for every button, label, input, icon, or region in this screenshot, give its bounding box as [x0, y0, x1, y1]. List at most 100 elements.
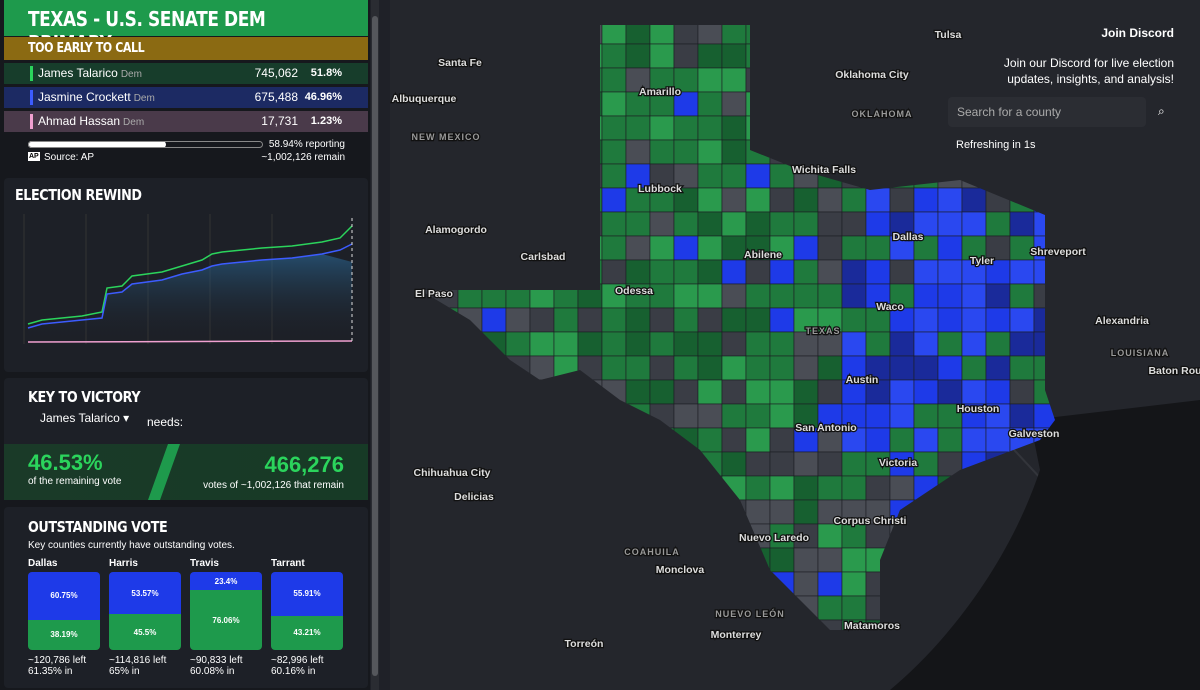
county	[721, 115, 747, 141]
city-label: Corpus Christi	[834, 515, 907, 527]
party: Dem	[120, 69, 142, 80]
candidate-name: Ahmad Hassan	[38, 114, 121, 128]
county	[697, 235, 723, 261]
city-label: Alamogordo	[425, 224, 487, 236]
county	[985, 355, 1011, 381]
county-blue: 60.75%	[28, 572, 100, 620]
county	[913, 259, 939, 285]
county	[625, 163, 651, 189]
county	[889, 379, 915, 405]
county	[649, 91, 675, 117]
county	[697, 187, 723, 213]
county	[745, 235, 771, 261]
county	[985, 403, 1011, 429]
county	[817, 331, 843, 357]
city-label: Monterrey	[711, 629, 762, 641]
search[interactable]: Search for a county	[948, 97, 1146, 127]
status: TOO EARLY TO CALL	[28, 41, 145, 56]
reporting-bar	[28, 141, 166, 148]
county	[721, 283, 747, 309]
city-label: Shreveport	[1030, 246, 1086, 258]
state-label: NEW MEXICO	[411, 132, 480, 142]
discord-title[interactable]: Join Discord	[1101, 26, 1174, 40]
county	[649, 187, 675, 213]
county	[769, 499, 795, 525]
county	[865, 259, 891, 285]
county	[865, 187, 891, 213]
votes: 745,062	[254, 66, 298, 80]
county	[841, 451, 867, 477]
county	[865, 403, 891, 429]
county	[625, 307, 651, 333]
county	[649, 379, 675, 405]
county	[865, 619, 891, 630]
county	[745, 451, 771, 477]
county	[841, 595, 867, 621]
ap-logo: AP	[28, 152, 40, 161]
county	[937, 211, 963, 237]
county	[625, 115, 651, 141]
party: Dem	[133, 93, 155, 104]
reporting: 58.94% reporting	[268, 139, 345, 150]
county	[889, 259, 915, 285]
city-label: Torreón	[565, 638, 604, 650]
county	[1009, 379, 1035, 405]
county	[721, 331, 747, 357]
county-blue: 23.4%	[190, 572, 262, 591]
county	[649, 235, 675, 261]
county	[673, 283, 699, 309]
county-left: ~120,786 left	[28, 655, 87, 666]
county	[769, 427, 795, 453]
county	[649, 307, 675, 333]
county	[529, 307, 555, 333]
county	[625, 139, 651, 165]
city-label: Carlsbad	[521, 251, 566, 263]
county-name: Tarrant	[271, 558, 305, 569]
county	[649, 67, 675, 93]
city-label: Monclova	[656, 564, 705, 576]
county	[601, 259, 627, 285]
city-label: Lubbock	[638, 183, 682, 195]
county	[745, 403, 771, 429]
county-bar: 23.4% 76.06%	[190, 572, 262, 650]
county	[961, 331, 987, 357]
county	[793, 211, 819, 237]
county	[937, 235, 963, 261]
county	[817, 283, 843, 309]
county	[1009, 259, 1035, 285]
county	[793, 475, 819, 501]
candidate-select[interactable]: James Talarico ▾	[40, 411, 130, 425]
city-label: Alexandria	[1095, 315, 1149, 327]
county	[721, 67, 747, 93]
county	[697, 259, 723, 285]
county-green: 76.06%	[190, 590, 262, 650]
county	[937, 379, 963, 405]
scrollbar[interactable]	[371, 0, 379, 690]
county	[601, 67, 627, 93]
county	[889, 187, 915, 213]
city-label: Santa Fe	[438, 57, 482, 69]
name: Ahmad Hassan Dem	[38, 111, 144, 133]
county	[721, 379, 747, 405]
county	[553, 331, 579, 357]
county	[721, 235, 747, 261]
county	[793, 499, 819, 525]
county	[697, 355, 723, 381]
county	[697, 115, 723, 141]
county	[841, 283, 867, 309]
county	[889, 331, 915, 357]
key-panel: KEY TO VICTORY James Talarico ▾ needs: 4…	[4, 378, 368, 500]
county	[793, 187, 819, 213]
county	[841, 547, 867, 573]
county	[673, 211, 699, 237]
search-icon[interactable]: ⌕	[1158, 104, 1165, 118]
county	[673, 307, 699, 333]
county	[625, 331, 651, 357]
county	[577, 307, 603, 333]
county-card: Tarrant 55.91% 43.21% ~82,996 left 60.16% in	[271, 558, 343, 677]
county	[985, 379, 1011, 405]
county-green: 43.21%	[271, 615, 343, 650]
county	[697, 139, 723, 165]
city-label: Odessa	[615, 285, 653, 297]
header: TEXAS - U.S. SENATE DEM PRIMARY	[4, 0, 368, 55]
